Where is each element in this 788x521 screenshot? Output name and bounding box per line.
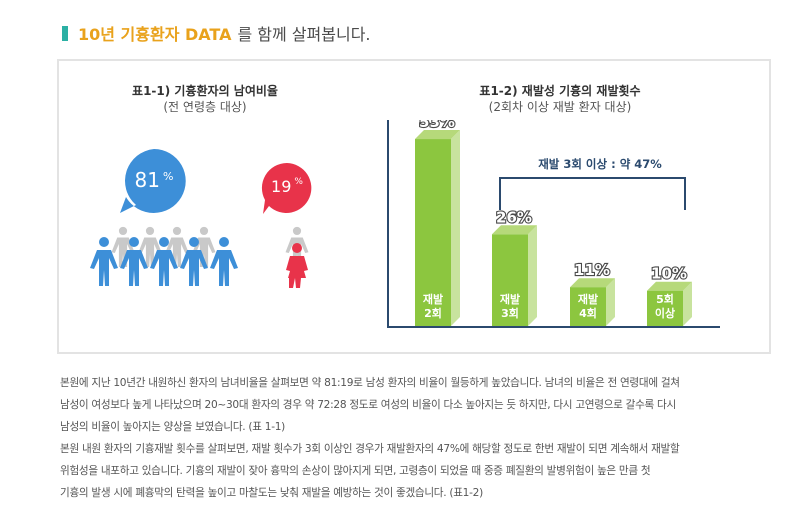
male-ratio-value: 81 <box>134 168 160 192</box>
bar-top <box>415 130 460 140</box>
bar-category-label: 5회 <box>656 292 674 306</box>
bar-side <box>606 278 615 326</box>
bar-top <box>647 281 692 291</box>
bar-category-label: 2회 <box>424 306 442 320</box>
heading-highlight: 10년 기흉환자 DATA <box>78 25 232 44</box>
people-illustration <box>90 226 309 288</box>
bar-category-label: 4회 <box>579 306 597 320</box>
female-ratio-value: 19 <box>271 176 292 196</box>
bar <box>492 234 528 326</box>
body-text-line: 위험성을 내포하고 있습니다. 기흉의 재발이 잦아 흉막의 손상이 많아지게 … <box>60 465 651 477</box>
bar-value-label: 53% <box>419 120 455 131</box>
bar-value-label: 11% <box>574 261 610 279</box>
bar-top <box>570 278 615 288</box>
left-panel-title: 표1-1) 기흉환자의 남여비율 <box>132 84 278 98</box>
bar-side <box>451 130 460 326</box>
relapse-bar-chart: 재발 3회 이상 : 약 47% 53%재발2회26%재발3회11%재발4회10… <box>387 120 720 328</box>
body-text-line: 남성의 비율이 높아지는 양상을 보였습니다. (표 1-1) <box>60 421 286 433</box>
bar-category-label: 이상 <box>655 306 675 320</box>
female-bubble-shape <box>261 162 312 214</box>
bar <box>647 290 683 326</box>
bar-value-label: 10% <box>651 265 687 283</box>
heading-marker <box>62 25 68 41</box>
bar-category-label: 재발 <box>500 292 520 306</box>
male-bubble-shape <box>120 149 186 213</box>
bar-category-label: 3회 <box>501 306 519 320</box>
bar-side <box>683 281 692 326</box>
left-panel-subtitle: (전 연령층 대상) <box>163 100 247 114</box>
bar-top <box>492 225 537 235</box>
bar-category-label: 재발 <box>423 292 443 306</box>
bracket-label: 재발 3회 이상 : 약 47% <box>538 157 662 171</box>
bracket-line <box>499 177 686 210</box>
bar-category-label: 재발 <box>578 292 598 306</box>
female-ratio-badge: 19 % <box>262 163 312 209</box>
heading-rest: 를 함께 살펴봅니다. <box>237 25 371 44</box>
male-ratio-unit: % <box>163 169 174 183</box>
body-text-line: 본원 내원 환자의 기흉재발 횟수를 살펴보면, 재발 횟수가 3회 이상인 경… <box>60 443 680 455</box>
body-text-line: 본원에 지난 10년간 내원하신 환자의 남녀비율을 살펴보면 약 81:19로… <box>60 377 680 389</box>
right-panel-title: 표1-2) 재발성 기흉의 재발횟수 <box>479 84 641 98</box>
body-text-line: 기흉의 발생 시에 폐흉막의 탄력을 높이고 마찰도는 낮춰 재발을 예방하는 … <box>60 487 483 499</box>
female-ratio-unit: % <box>294 177 303 187</box>
bar <box>570 287 606 326</box>
bar <box>415 139 451 326</box>
bar-side <box>528 225 537 326</box>
section-heading: 10년 기흉환자 DATA 를 함께 살펴봅니다. <box>62 22 371 44</box>
right-panel-subtitle: (2회차 이상 재발 환자 대상) <box>488 100 632 114</box>
body-text-line: 남성이 여성보다 높게 나타났으며 20~30대 환자의 경우 약 72:28 … <box>60 399 676 411</box>
bar-value-label: 26% <box>496 208 532 226</box>
male-ratio-badge: 81 % <box>122 150 186 210</box>
